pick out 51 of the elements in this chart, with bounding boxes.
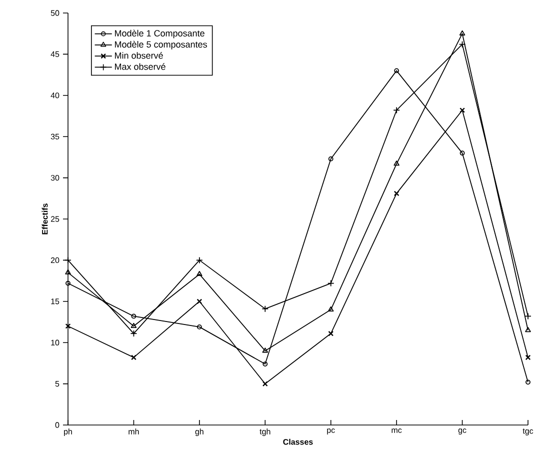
- y-tick-label: 0: [55, 422, 60, 428]
- y-tick-label: 40: [50, 92, 60, 98]
- point: [394, 68, 400, 74]
- x-tick-label: gh: [195, 428, 204, 436]
- x-tick-label: tgc: [522, 428, 534, 436]
- y-tick-label: 45: [50, 51, 60, 57]
- x-tick-label: ph: [64, 428, 72, 436]
- point: [393, 106, 400, 114]
- x-tick-label: mc: [392, 428, 402, 433]
- y-tick-label: 35: [50, 134, 60, 140]
- point: [130, 354, 136, 360]
- point: [460, 150, 465, 156]
- point: [460, 108, 466, 113]
- y-tick-label: 5: [55, 381, 60, 387]
- point: [327, 280, 334, 287]
- point: [458, 40, 466, 48]
- y-axis-title: Effectifs: [42, 204, 48, 234]
- point: [328, 330, 334, 336]
- point: [262, 305, 269, 312]
- point: [131, 314, 136, 319]
- point: [262, 362, 268, 366]
- point: [196, 256, 203, 264]
- x-tick-label: pc: [327, 428, 335, 434]
- y-tick-label: 15: [51, 298, 60, 304]
- y-tick-label: 50: [50, 10, 60, 16]
- y-tick-label: 30: [50, 174, 60, 181]
- point: [524, 312, 532, 320]
- y-tick-label: 20: [50, 257, 60, 264]
- x-tick-label: gc: [458, 428, 466, 434]
- point: [196, 298, 202, 304]
- point: [328, 306, 334, 312]
- x-tick-label: mh: [128, 428, 139, 434]
- point: [459, 30, 466, 36]
- point: [196, 270, 202, 276]
- point: [394, 190, 400, 196]
- point: [196, 324, 202, 330]
- point: [328, 156, 334, 162]
- legend-label: Max observé: [115, 63, 166, 70]
- point: [130, 322, 137, 328]
- point: [262, 381, 268, 387]
- y-tick-label: 10: [51, 340, 60, 346]
- y-tick-label: 25: [50, 216, 60, 222]
- point: [64, 256, 72, 264]
- point: [394, 160, 400, 166]
- x-tick-label: tgh: [260, 428, 270, 436]
- legend-label: Modèle 5 composantes: [115, 40, 207, 50]
- legend-label: Modèle 1 Composante: [115, 30, 204, 38]
- x-axis-title: Classes: [283, 438, 313, 445]
- point: [262, 348, 268, 353]
- point: [130, 330, 138, 337]
- legend-label: Min observé: [115, 52, 163, 59]
